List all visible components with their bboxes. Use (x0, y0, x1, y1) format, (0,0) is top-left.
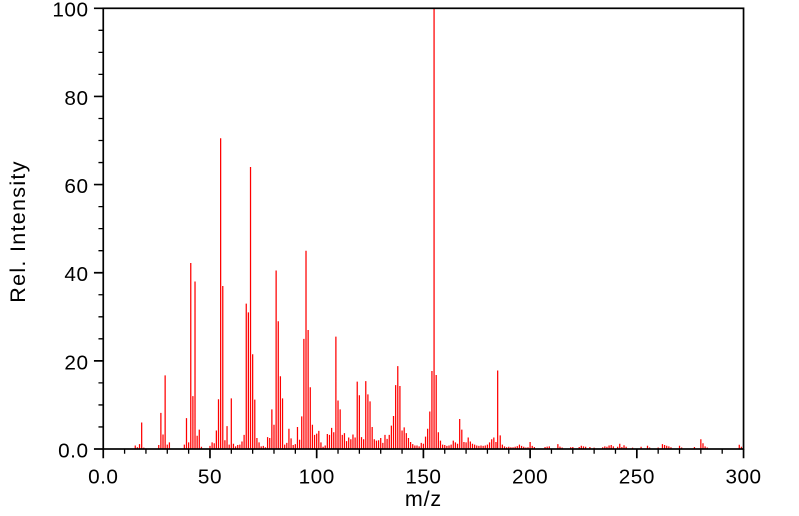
svg-text:200: 200 (512, 466, 548, 489)
svg-text:80: 80 (64, 87, 88, 110)
svg-text:50: 50 (198, 466, 222, 489)
svg-text:0.0: 0.0 (88, 466, 118, 489)
svg-text:150: 150 (405, 466, 441, 489)
svg-text:m/z: m/z (405, 487, 442, 511)
svg-text:0.0: 0.0 (58, 439, 88, 462)
svg-text:300: 300 (725, 466, 761, 489)
svg-text:100: 100 (52, 0, 88, 22)
svg-text:40: 40 (64, 263, 88, 286)
svg-text:250: 250 (619, 466, 655, 489)
svg-text:100: 100 (299, 466, 335, 489)
svg-text:20: 20 (64, 351, 88, 374)
svg-text:Rel. Intensity: Rel. Intensity (6, 160, 30, 302)
svg-text:60: 60 (64, 175, 88, 198)
